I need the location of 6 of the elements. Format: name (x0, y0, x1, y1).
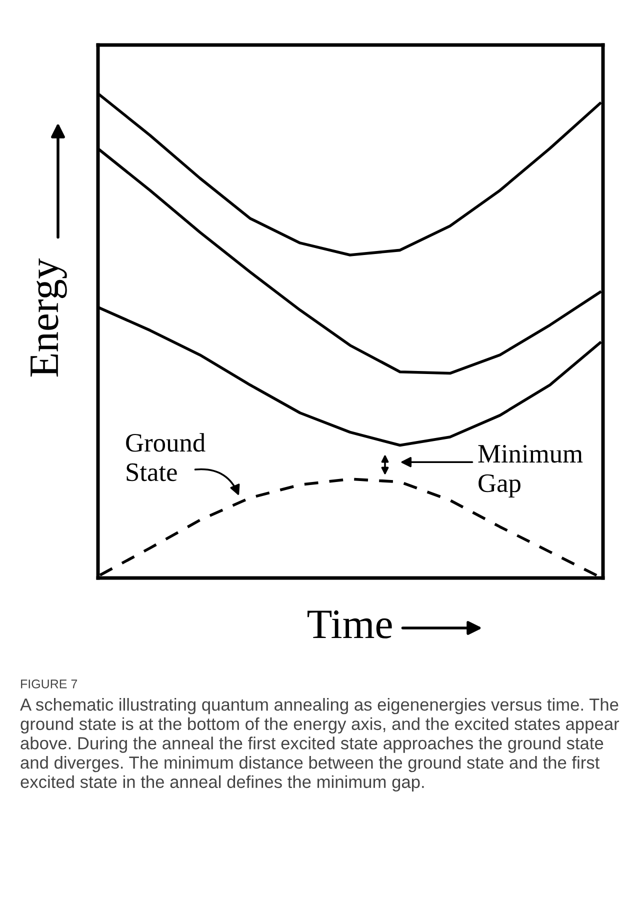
annotation: Minimum Gap (478, 444, 583, 498)
caption: FIGURE 7 (21, 680, 78, 688)
y-axis-title: Energy (30, 258, 67, 377)
text: A schematic illustrating quantum annealing as eigenenergies versus time. The ground state is at the bottom of the energy axis, and the excited states appear above. During the anneal the first excited state approaches the ground state and diverges. The minimum distance between the ground state and the first excited state in the anneal defines the minimum gap. (20, 698, 620, 792)
x-axis-title: Time (308, 610, 392, 638)
annotation: Ground State (126, 433, 206, 482)
